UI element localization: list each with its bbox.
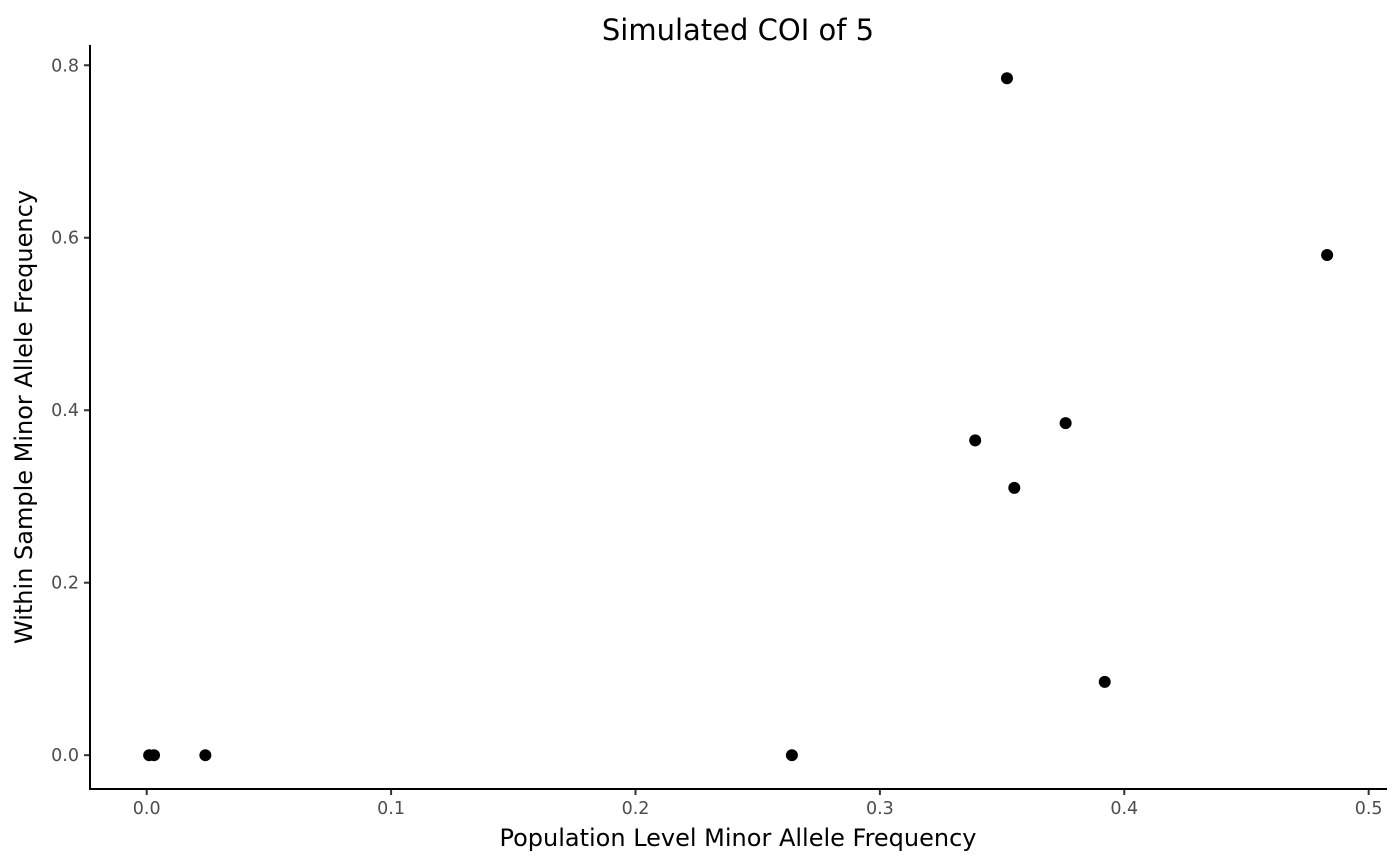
x-tick-label: 0.5 <box>1355 799 1383 819</box>
chart-title: Simulated COI of 5 <box>602 13 874 47</box>
y-tick-label: 0.6 <box>51 229 79 249</box>
data-points <box>143 72 1334 762</box>
y-tick-label: 0.2 <box>51 574 79 594</box>
x-tick-label: 0.4 <box>1110 799 1138 819</box>
data-point <box>1000 72 1013 85</box>
data-point <box>199 749 212 762</box>
x-axis-label: Population Level Minor Allele Frequency <box>499 824 976 852</box>
x-tick-label: 0.1 <box>377 799 405 819</box>
x-tick-label: 0.3 <box>866 799 894 819</box>
x-axis-ticks: 0.0 0.1 0.2 0.3 0.4 0.5 <box>133 789 1383 819</box>
y-axis-label: Within Sample Minor Allele Frequency <box>10 190 38 644</box>
data-point <box>1098 675 1111 688</box>
data-point <box>1008 481 1021 494</box>
y-axis-ticks: 0.0 0.2 0.4 0.6 0.8 <box>51 56 90 766</box>
x-tick-label: 0.2 <box>622 799 650 819</box>
y-tick-label: 0.8 <box>51 56 79 76</box>
y-tick-label: 0.0 <box>51 746 79 766</box>
x-tick-label: 0.0 <box>133 799 161 819</box>
data-point <box>1059 417 1072 430</box>
data-point <box>969 434 982 447</box>
data-point <box>148 749 161 762</box>
y-tick-label: 0.4 <box>51 401 79 421</box>
data-point <box>1321 248 1334 261</box>
data-point <box>785 749 798 762</box>
